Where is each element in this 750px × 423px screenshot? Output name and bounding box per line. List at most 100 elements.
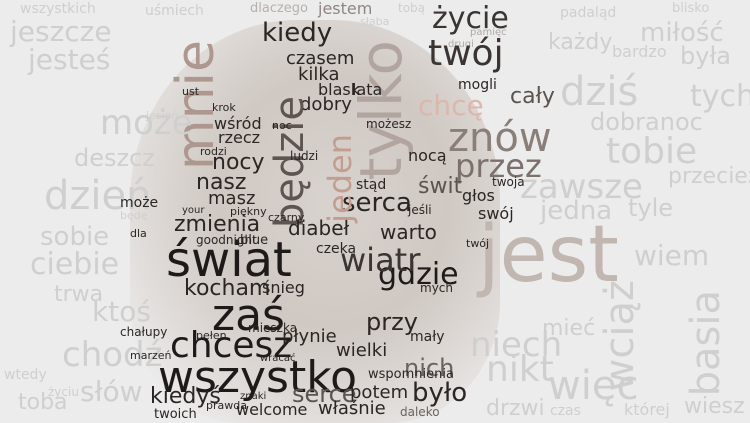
- word: możesz: [366, 117, 412, 131]
- word: mogli: [458, 77, 497, 93]
- word: jedna: [540, 196, 613, 226]
- word: świt: [418, 174, 463, 199]
- word: noc: [272, 119, 292, 132]
- word: miłość: [640, 18, 724, 48]
- word: ludzi: [290, 149, 319, 163]
- word: nasz: [196, 170, 247, 195]
- word: będę: [120, 209, 148, 222]
- word: ciebie: [30, 247, 120, 282]
- word: mieć: [542, 316, 596, 341]
- word: mieszka: [248, 321, 298, 335]
- word: wszystkich: [20, 1, 96, 17]
- word: nikt: [486, 349, 554, 390]
- word: jestem: [318, 0, 373, 18]
- word: czasem: [286, 48, 355, 69]
- word: życiu: [48, 385, 79, 399]
- word: rzecz: [218, 128, 261, 147]
- word: twoich: [154, 407, 197, 422]
- word: blisko: [672, 1, 710, 16]
- word: uśmiech: [145, 3, 204, 19]
- word: płynie: [282, 326, 337, 347]
- word: kocham: [184, 276, 271, 301]
- word: prawda: [206, 399, 247, 412]
- word: właśnie: [318, 398, 386, 419]
- word: drzwi: [486, 396, 545, 421]
- word: życie: [432, 1, 509, 36]
- word: pełen: [196, 329, 227, 342]
- word: dlaczego: [250, 1, 309, 16]
- word: sobie: [40, 222, 110, 252]
- word: tych: [690, 79, 750, 114]
- word: jeśli: [408, 203, 432, 217]
- word: zawsze: [520, 167, 643, 207]
- word: nocy: [212, 150, 265, 175]
- word: goodnight: [196, 233, 257, 247]
- word: słów: [80, 375, 143, 408]
- word: tobą: [398, 1, 426, 15]
- word: blue: [240, 233, 269, 248]
- word: jesień: [146, 109, 179, 122]
- word: czeka: [316, 241, 357, 257]
- word: śnieg: [262, 278, 305, 297]
- word: jeden: [321, 134, 359, 223]
- word: tobie: [606, 131, 698, 172]
- word: warto: [380, 220, 437, 244]
- word: głos: [462, 186, 495, 205]
- word: gdzie: [378, 257, 459, 292]
- word: było: [412, 378, 468, 408]
- word: piękny: [230, 205, 267, 218]
- portrait-silhouette: [130, 20, 500, 423]
- word: twój: [466, 237, 490, 250]
- word: chcę: [418, 89, 484, 122]
- word: nich: [404, 354, 455, 382]
- word: dobranoc: [590, 108, 703, 136]
- word: była: [680, 42, 731, 70]
- word: serca: [342, 188, 412, 218]
- word: wiem: [634, 239, 710, 272]
- word: przy: [366, 308, 418, 336]
- word: każdy: [548, 30, 613, 55]
- word: wiatr: [340, 241, 421, 279]
- word: trwa: [54, 282, 104, 307]
- word: może: [120, 195, 159, 211]
- word: wielki: [336, 340, 388, 361]
- word: deszcz: [74, 144, 155, 172]
- word: cały: [510, 84, 555, 109]
- word: krok: [212, 101, 236, 114]
- word: kiedy: [262, 18, 333, 48]
- word: ust: [182, 85, 200, 98]
- word: mych: [420, 281, 453, 295]
- word: basia: [683, 290, 729, 397]
- word: znaki: [240, 391, 267, 402]
- word: wśród: [214, 114, 262, 133]
- word: tylko: [347, 40, 415, 181]
- word: toba: [18, 390, 68, 415]
- word: może: [100, 103, 193, 143]
- word: daleko: [400, 405, 440, 419]
- word: potem: [350, 382, 409, 403]
- word: marzeń: [130, 349, 172, 362]
- word: niech: [470, 325, 563, 365]
- word: wszystko: [158, 352, 358, 403]
- word: ktoś: [92, 295, 151, 328]
- word: stąd: [356, 177, 387, 193]
- word: mały: [410, 329, 445, 345]
- word: znów: [448, 115, 552, 161]
- word: zaś: [212, 290, 285, 341]
- word: drugi: [448, 39, 474, 50]
- word: przecież: [668, 164, 750, 189]
- word: czas: [550, 403, 581, 419]
- word: której: [624, 400, 670, 419]
- word: rodzi: [200, 145, 227, 158]
- word: chodź: [62, 335, 163, 375]
- word: tyle: [628, 194, 674, 222]
- word: jeszcze: [10, 15, 112, 48]
- word: świat: [166, 232, 292, 288]
- word: przez: [455, 147, 542, 185]
- word: dobry: [300, 94, 352, 115]
- word: chcesz: [170, 325, 293, 366]
- word: your: [182, 205, 205, 216]
- word: bardzo: [612, 42, 667, 61]
- word: więc: [548, 363, 639, 409]
